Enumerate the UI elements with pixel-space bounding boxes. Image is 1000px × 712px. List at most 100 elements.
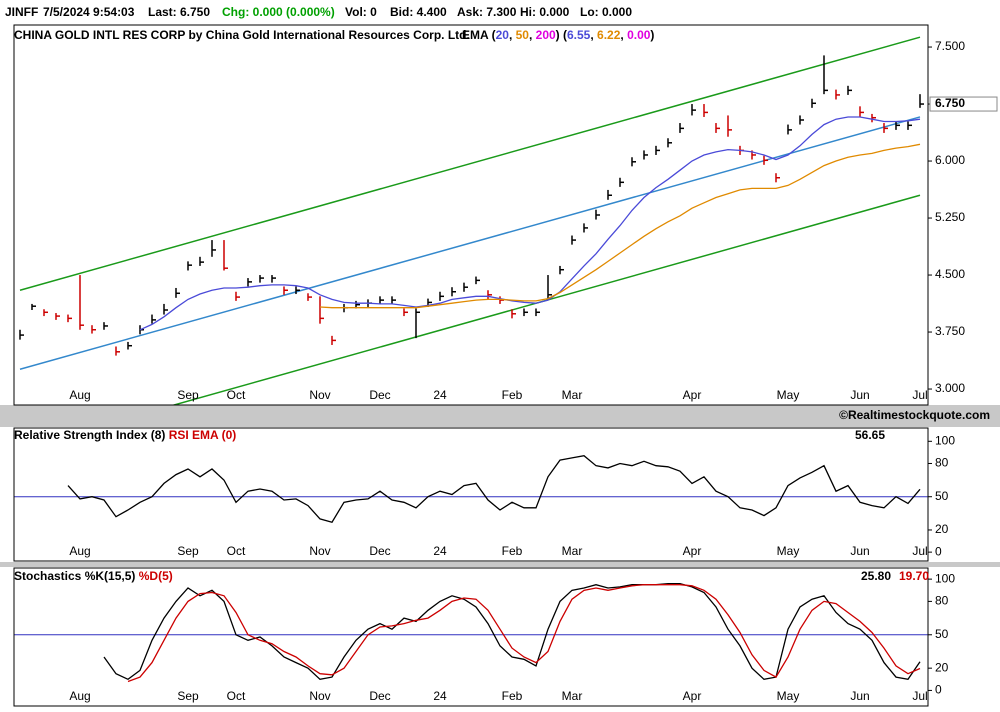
x-tick-label: Jun [850,544,869,558]
panel-title: Stochastics %K(15,5) %D(5) [14,569,173,583]
punct: , [620,28,627,42]
x-tick-label: Nov [309,388,330,402]
punct: , [590,28,597,42]
x-tick-label: Mar [562,388,583,402]
punct: , [529,28,536,42]
x-tick-label: Feb [502,388,523,402]
x-tick-label: Feb [502,689,523,703]
x-tick-label: Apr [683,689,702,703]
x-tick-label: Apr [683,388,702,402]
series-line [103,582,921,681]
x-tick-label: Aug [69,388,90,402]
x-tick-label: Dec [369,689,390,703]
y-tick-label: 50 [935,489,949,503]
quote-item: Vol: 0 [345,5,377,19]
legend-entry: 200 [536,28,556,42]
trend-line [171,194,921,405]
quote-item: Ask: 7.300 [457,5,517,19]
y-tick-label: 20 [935,522,949,536]
x-tick-label: Jun [850,388,869,402]
punct: ( [488,28,495,42]
x-tick-label: Jun [850,689,869,703]
copyright: ©Realtimestockquote.com [839,408,990,422]
x-tick-label: Sep [177,544,199,558]
x-tick-label: Mar [562,689,583,703]
y-tick-label: 5.250 [935,210,965,224]
x-tick-label: 24 [433,544,447,558]
x-tick-label: Aug [69,544,90,558]
trend-line [19,36,921,291]
quote-item: JINFF [5,5,38,19]
plot-area [19,36,924,405]
x-tick-label: May [777,544,800,558]
quote-item: Bid: 4.400 [390,5,447,19]
x-tick-label: Nov [309,689,330,703]
x-tick-label: Sep [177,689,199,703]
quote-item: Hi: 0.000 [520,5,570,19]
y-tick-label: 4.500 [935,267,965,281]
x-tick-label: Oct [227,544,246,558]
x-tick-label: Oct [227,388,246,402]
legend-value: 6.55 [567,28,591,42]
quote-item: Last: 6.750 [148,5,210,19]
x-tick-label: Jul [912,544,927,558]
series-line [139,116,921,331]
x-tick-label: Apr [683,544,702,558]
trend-line [19,116,921,371]
x-tick-label: May [777,388,800,402]
legend-entry: %K(15,5) [85,569,136,583]
quote-item: Chg: 0.000 (0.000%) [222,5,335,19]
series-line [127,584,921,683]
quote-item: 7/5/2024 9:54:03 [43,5,135,19]
y-tick-label: 100 [935,433,955,447]
plot-frame [13,567,929,707]
plot-area [14,455,928,523]
value-label: 25.80 [861,569,891,583]
title: Relative Strength Index (8) [14,428,165,442]
x-tick-label: Dec [369,388,390,402]
x-tick-label: 24 [433,689,447,703]
last-price-label: 6.750 [935,96,965,110]
quote-item: Lo: 0.000 [580,5,632,19]
y-tick-label: 80 [935,594,949,608]
panel-title: Relative Strength Index (8) RSI EMA (0) [14,428,236,442]
series-line [67,455,921,523]
ema-legend: EMA (20, 50, 200) (6.55, 6.22, 0.00) [462,28,654,42]
legend-entry: 50 [516,28,530,42]
x-tick-label: Feb [502,544,523,558]
x-tick-label: Jul [912,388,927,402]
punct: ) [650,28,654,42]
value-label: 56.65 [855,428,885,442]
x-tick-label: Nov [309,544,330,558]
x-tick-label: Mar [562,544,583,558]
x-tick-label: Oct [227,689,246,703]
x-tick-label: Dec [369,544,390,558]
y-tick-label: 80 [935,456,949,470]
y-tick-label: 7.500 [935,39,965,53]
title: Stochastics [14,569,82,583]
legend-entry: 20 [496,28,510,42]
y-tick-label: 3.000 [935,381,965,395]
y-tick-label: 0 [935,544,942,558]
plot-frame [13,24,929,406]
quote-bar: JINFF 7/5/2024 9:54:03 Last: 6.750 Chg: … [5,5,632,19]
value-label: 19.70 [899,569,929,583]
y-tick-label: 20 [935,660,949,674]
y-tick-label: 50 [935,627,949,641]
punct: ) ( [556,28,567,42]
y-tick-label: 0 [935,683,942,697]
legend-value: 6.22 [597,28,621,42]
ema-label: EMA [462,28,489,42]
x-tick-label: Aug [69,689,90,703]
y-tick-label: 100 [935,571,955,585]
x-tick-label: May [777,689,800,703]
x-tick-label: 24 [433,388,447,402]
legend-entry: %D(5) [139,569,173,583]
legend-value: 0.00 [627,28,651,42]
overlay-title: RSI EMA (0) [169,428,237,442]
plot-frame [13,427,929,562]
x-tick-label: Sep [177,388,199,402]
stoch-background [0,567,1000,712]
series-line [319,143,921,309]
